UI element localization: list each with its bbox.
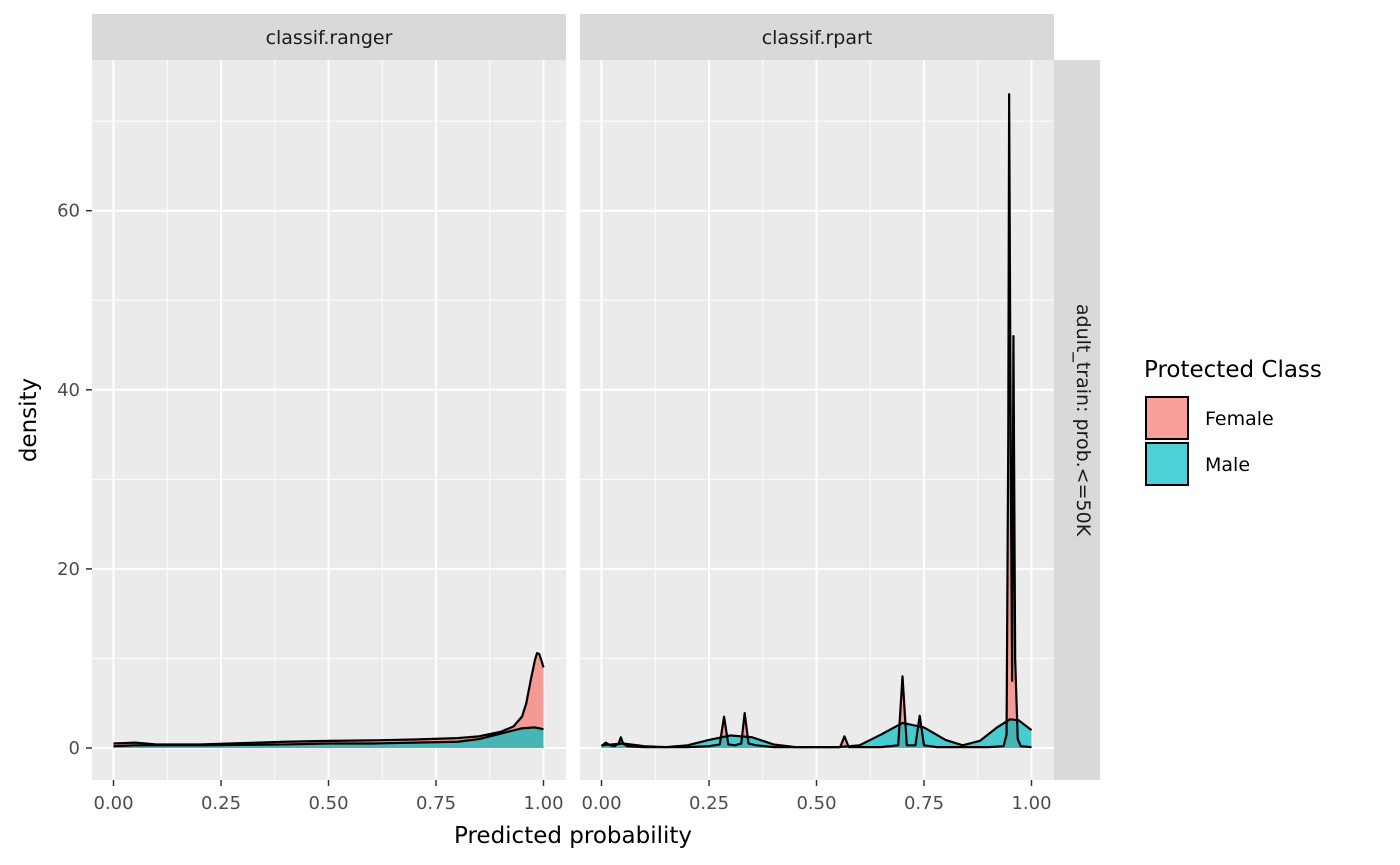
y-tick-label: 60 bbox=[57, 201, 80, 222]
density-line-female bbox=[600, 93, 1032, 749]
x-tick-label: 0.25 bbox=[201, 793, 241, 814]
x-tick-label: 0.50 bbox=[308, 793, 348, 814]
legend-key-male bbox=[1145, 442, 1189, 486]
row-strip bbox=[1054, 60, 1100, 780]
x-tick-label: 0.75 bbox=[416, 793, 456, 814]
x-axis-rpart: 0.00 0.25 0.50 0.75 1.00 bbox=[581, 780, 1052, 814]
x-tick-label: 1.00 bbox=[1011, 793, 1051, 814]
panel-ranger bbox=[92, 60, 566, 780]
y-axis: 0 20 40 60 bbox=[57, 201, 92, 759]
panel-strip-right bbox=[580, 14, 1054, 60]
x-axis-ranger: 0.00 0.25 0.50 0.75 1.00 bbox=[93, 780, 564, 814]
x-tick-label: 0.75 bbox=[904, 793, 944, 814]
panel-title-rpart: classif.rpart bbox=[762, 27, 873, 49]
x-axis-title: Predicted probability bbox=[454, 823, 692, 849]
density-line-male bbox=[601, 718, 1033, 749]
legend-title: Protected Class bbox=[1144, 357, 1322, 383]
x-tick-label: 0.25 bbox=[689, 793, 729, 814]
row-strip-label: adult_train: prob.<=50K bbox=[1072, 304, 1094, 537]
density-line-male bbox=[113, 726, 544, 748]
x-tick-label: 0.50 bbox=[796, 793, 836, 814]
y-tick-label: 0 bbox=[69, 738, 80, 759]
x-tick-label: 1.00 bbox=[523, 793, 563, 814]
legend: Protected Class Female Male bbox=[1144, 357, 1322, 486]
panel-title-ranger: classif.ranger bbox=[266, 27, 393, 49]
panel-strip-left bbox=[92, 14, 566, 60]
y-tick-label: 20 bbox=[57, 559, 80, 580]
density-line-female bbox=[113, 651, 545, 746]
legend-key-female bbox=[1145, 396, 1189, 440]
legend-label-male: Male bbox=[1205, 454, 1250, 476]
y-tick-label: 40 bbox=[57, 380, 80, 401]
y-axis-title: density bbox=[16, 378, 42, 462]
x-tick-label: 0.00 bbox=[581, 793, 621, 814]
panel-rpart bbox=[580, 60, 1054, 780]
legend-label-female: Female bbox=[1205, 408, 1274, 430]
x-tick-label: 0.00 bbox=[93, 793, 133, 814]
